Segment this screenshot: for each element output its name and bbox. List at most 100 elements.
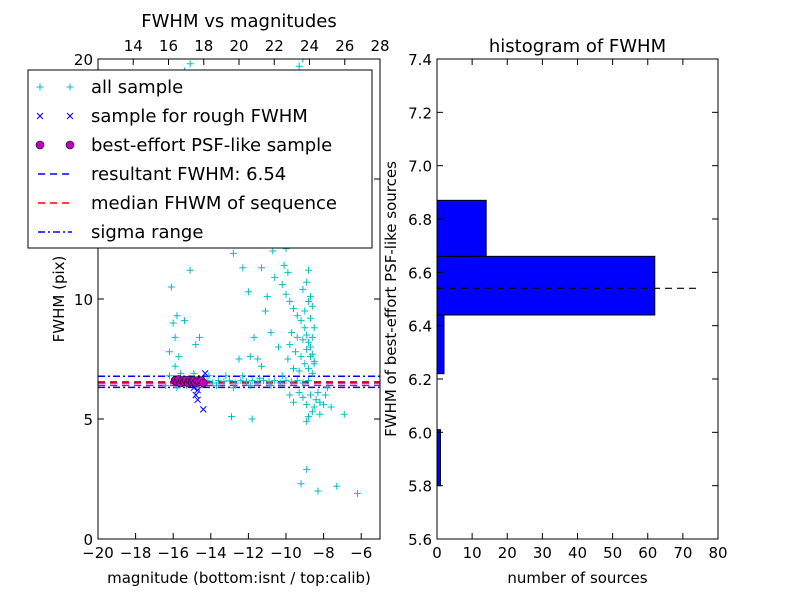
y-tick-label: 5 (83, 411, 93, 429)
all-sample-point (282, 290, 290, 298)
all-sample-point (308, 408, 316, 416)
all-sample-point (327, 403, 335, 411)
all-sample-point (297, 317, 305, 325)
legend-marker (66, 112, 74, 120)
legend-label: best-effort PSF-like sample (91, 135, 332, 156)
all-sample-point (308, 333, 316, 341)
top-x-tick-label: 16 (159, 37, 178, 55)
all-sample-point (258, 362, 266, 370)
y-tick-label: 7.2 (408, 104, 432, 122)
x-tick-label: 10 (463, 544, 482, 562)
x-tick-label: 50 (603, 544, 622, 562)
all-sample-point (278, 281, 286, 289)
legend-label: resultant FWHM: 6.54 (91, 164, 286, 185)
all-sample-point (284, 269, 292, 277)
all-sample-point (303, 465, 311, 473)
top-x-tick-label: 28 (370, 37, 389, 55)
all-sample-point (235, 355, 243, 363)
all-sample-point (305, 413, 313, 421)
all-sample-point (299, 379, 307, 387)
all-sample-point (250, 333, 258, 341)
legend-marker (36, 112, 44, 120)
all-sample-point (303, 417, 311, 425)
all-sample-point (271, 273, 279, 281)
y-tick-label: 6.4 (408, 318, 432, 336)
all-sample-point (239, 264, 247, 272)
all-sample-point (288, 378, 296, 386)
legend-marker (35, 140, 45, 150)
all-sample-point (237, 377, 245, 385)
rough-fwhm-point (194, 386, 201, 394)
all-sample-point (353, 489, 361, 497)
all-sample-point (165, 348, 173, 356)
all-sample-point (222, 372, 230, 380)
legend-label: sample for rough FWHM (91, 106, 308, 127)
all-sample-point (293, 377, 301, 385)
all-sample-point (175, 353, 183, 361)
all-sample-point (267, 329, 275, 337)
histogram-bar (436, 429, 442, 487)
all-sample-point (282, 377, 290, 385)
left-x-axis-label: magnitude (bottom:isnt / top:calib) (107, 569, 371, 587)
all-sample-point (303, 345, 311, 353)
all-sample-point (306, 314, 314, 322)
x-tick-label: 70 (673, 544, 692, 562)
y-tick-label: 20 (74, 51, 93, 69)
all-sample-point (171, 333, 179, 341)
all-sample-point (305, 338, 313, 346)
all-sample-point (321, 391, 329, 399)
all-sample-point (306, 353, 314, 361)
top-x-tick-label: 20 (229, 37, 248, 55)
all-sample-point (301, 324, 309, 332)
rough-fwhm-point (201, 370, 209, 377)
all-sample-point (190, 369, 198, 377)
y-tick-label: 5.6 (408, 531, 432, 549)
all-sample-point (316, 410, 324, 418)
all-sample-point (165, 372, 173, 380)
y-tick-label: 6.2 (408, 371, 432, 389)
all-sample-point (267, 381, 275, 389)
x-tick-label: 20 (498, 544, 517, 562)
all-sample-point (171, 362, 179, 370)
all-sample-point (259, 377, 267, 385)
top-x-tick-label: 24 (300, 37, 319, 55)
all-sample-point (246, 353, 254, 361)
all-sample-point (314, 487, 322, 495)
top-x-tick-label: 26 (335, 37, 354, 55)
all-sample-point (212, 381, 220, 389)
right-x-axis-label: number of sources (507, 569, 647, 587)
top-x-tick-label: 22 (265, 37, 284, 55)
all-sample-point (258, 264, 266, 272)
all-sample-point (229, 249, 237, 257)
y-tick-label: 6.8 (408, 211, 432, 229)
legend-box (27, 69, 373, 249)
all-sample-point (299, 393, 307, 401)
all-sample-point (305, 377, 313, 385)
all-sample-point (316, 398, 324, 406)
all-sample-point (263, 293, 271, 301)
all-sample-point (229, 384, 237, 392)
all-sample-point (246, 381, 254, 389)
all-sample-point (196, 333, 204, 341)
legend-label: all sample (91, 77, 183, 98)
all-sample-point (269, 247, 277, 255)
all-sample-point (286, 391, 294, 399)
all-sample-point (276, 379, 284, 387)
all-sample-point (244, 288, 252, 296)
x-tick-label: −16 (157, 544, 189, 562)
all-sample-point (209, 379, 217, 387)
all-sample-point (288, 329, 296, 337)
all-sample-point (310, 324, 318, 332)
all-sample-point (186, 266, 194, 274)
all-sample-point (306, 391, 314, 399)
legend-marker (65, 140, 75, 150)
all-sample-point (226, 377, 234, 385)
all-sample-point (265, 378, 273, 386)
all-sample-point (299, 59, 307, 63)
all-sample-point (299, 336, 307, 344)
all-sample-point (299, 285, 307, 293)
x-tick-label: −10 (270, 544, 302, 562)
all-sample-point (173, 312, 181, 320)
all-sample-point (162, 381, 170, 389)
